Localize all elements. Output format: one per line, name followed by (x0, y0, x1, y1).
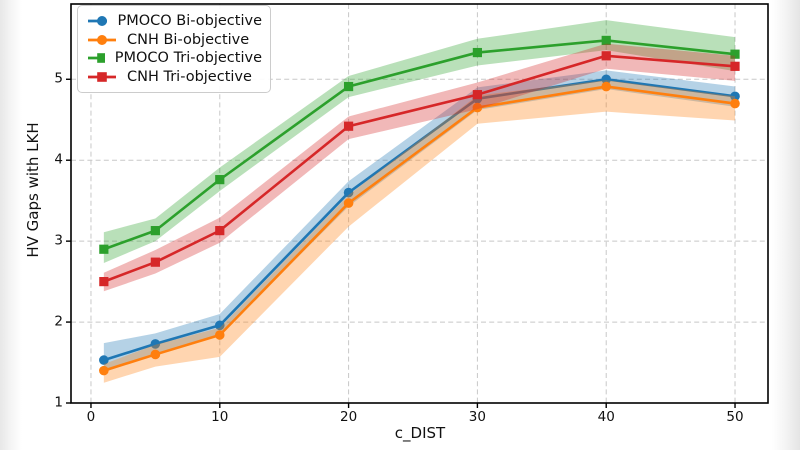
x-tick-label: 0 (86, 409, 96, 425)
legend-marker-icon (88, 71, 116, 82)
data-point-circle (730, 98, 740, 109)
data-point-circle (601, 81, 612, 92)
data-point-square (601, 51, 611, 61)
data-point-square (730, 49, 740, 59)
legend-label: PMOCO Tri-objective (114, 50, 262, 66)
data-point-circle (150, 349, 161, 360)
legend-label: PMOCO Bi-objective (117, 13, 262, 29)
x-tick-label: 30 (468, 409, 486, 425)
legend-marker-icon (88, 53, 105, 64)
data-point-square (601, 35, 611, 46)
y-tick-label: 1 (54, 394, 63, 411)
confidence-band (103, 80, 736, 383)
data-point-circle (343, 187, 354, 198)
y-tick-label: 4 (54, 151, 63, 168)
x-tick-label: 50 (726, 409, 744, 425)
data-point-circle (150, 339, 161, 349)
legend-marker-icon (88, 34, 116, 45)
data-point-circle (214, 320, 225, 331)
y-tick-label: 5 (54, 70, 63, 87)
x-tick-label: 20 (339, 409, 358, 425)
data-point-circle (730, 91, 740, 102)
data-point-square (472, 47, 483, 58)
data-point-square (215, 175, 225, 185)
x-axis-label: c_DIST (394, 424, 446, 442)
data-point-circle (99, 365, 109, 376)
data-point-square (472, 90, 483, 100)
legend-label: CNH Bi-objective (127, 31, 250, 48)
y-tick-label: 2 (54, 313, 63, 330)
data-point-square (99, 244, 109, 254)
data-point-circle (214, 330, 225, 340)
y-tick-label: 3 (54, 232, 63, 249)
confidence-band (103, 43, 736, 292)
data-point-circle (601, 74, 612, 85)
data-point-square (99, 277, 109, 287)
data-point-circle (343, 198, 354, 208)
x-tick-label: 40 (597, 409, 615, 425)
legend-item: CNH Tri-objective (87, 68, 262, 87)
data-point-circle (472, 102, 483, 113)
legend-marker-icon (88, 16, 108, 27)
data-point-circle (99, 355, 109, 365)
data-point-square (215, 226, 225, 236)
x-tick-label: 10 (211, 409, 229, 425)
data-point-square (343, 121, 354, 131)
legend-label: CNH Tri-objective (127, 68, 252, 85)
legend-item: CNH Bi-objective (87, 31, 262, 50)
confidence-band (103, 70, 736, 373)
y-axis-label: HV Gaps with LKH (24, 122, 42, 258)
data-point-square (730, 61, 740, 71)
legend: PMOCO Bi-objective CNH Bi-objective PMOCO … (77, 5, 271, 93)
data-point-square (343, 81, 354, 92)
legend-item: PMOCO Tri-objective (87, 49, 262, 68)
data-point-square (150, 226, 160, 236)
data-point-square (150, 257, 160, 267)
plot-border (70, 3, 769, 404)
legend-item: PMOCO Bi-objective (87, 12, 262, 31)
